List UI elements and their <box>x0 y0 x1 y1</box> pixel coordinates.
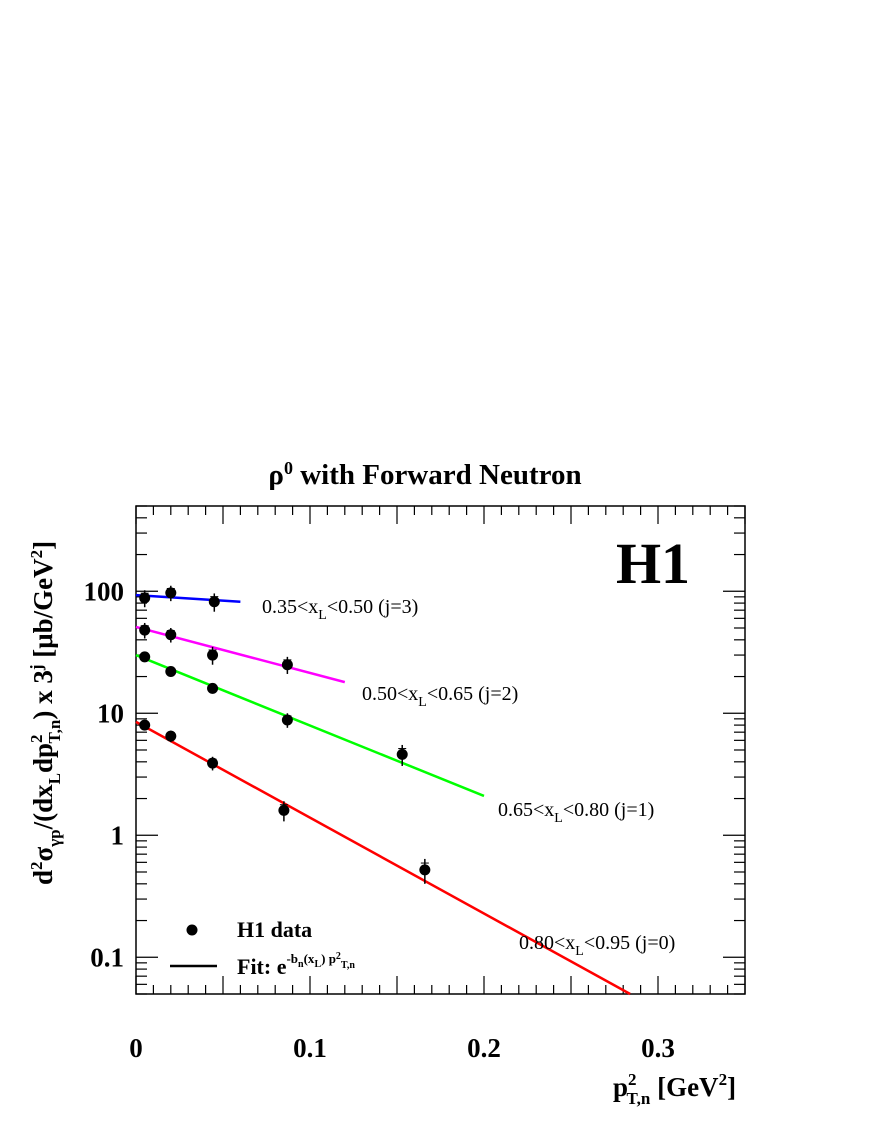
x-tick-labels: 0 0.1 0.2 0.3 <box>129 1033 675 1063</box>
data-point <box>139 651 151 663</box>
point-marker <box>165 730 177 742</box>
point-marker <box>139 624 151 636</box>
data-points <box>139 585 431 884</box>
legend-data-label: H1 data <box>237 917 312 942</box>
y-tick-label: 1 <box>111 820 125 850</box>
point-marker <box>165 587 177 599</box>
experiment-label: H1 <box>616 531 690 596</box>
series-label: 0.80<xL<0.95 (j=0) <box>519 932 675 959</box>
x-tick-label: 0 <box>129 1033 143 1063</box>
y-tick-label: 0.1 <box>90 942 124 972</box>
y-tick-labels: 0.1 1 10 100 <box>84 576 125 972</box>
data-point <box>207 682 219 694</box>
x-axis-label: p2 T,n [GeV2] <box>613 1070 736 1108</box>
data-point <box>419 858 431 884</box>
data-point <box>278 801 290 822</box>
point-marker <box>139 592 151 604</box>
fit-line <box>135 653 485 798</box>
point-marker <box>207 649 219 661</box>
data-point <box>396 744 408 766</box>
point-marker <box>278 804 290 816</box>
data-point <box>165 628 177 643</box>
point-marker <box>281 659 293 671</box>
x-tick-label: 0.3 <box>641 1033 675 1063</box>
chart-title: ρ0 with Forward Neutron <box>268 458 581 491</box>
point-marker <box>419 864 431 876</box>
data-point <box>281 656 293 674</box>
point-marker <box>165 629 177 641</box>
point-marker <box>139 719 151 731</box>
series-label: 0.65<xL<0.80 (j=1) <box>498 799 654 826</box>
series-label: 0.50<xL<0.65 (j=2) <box>362 683 518 710</box>
x-tick-label: 0.2 <box>467 1033 501 1063</box>
data-point <box>208 593 220 612</box>
point-marker <box>396 748 408 760</box>
data-point <box>139 622 151 639</box>
fit-line <box>135 720 631 996</box>
data-point <box>139 590 151 608</box>
point-marker <box>207 757 219 769</box>
series-labels: 0.80<xL<0.95 (j=0) 0.65<xL<0.80 (j=1) 0.50… <box>262 596 675 959</box>
point-marker <box>139 651 151 663</box>
legend-data-marker <box>186 924 198 936</box>
data-point <box>207 756 219 771</box>
point-marker <box>208 596 220 608</box>
point-marker <box>165 665 177 677</box>
legend: H1 data Fit: e-bn(xL) p2T,n <box>170 917 355 979</box>
data-point <box>281 713 293 728</box>
y-tick-label: 10 <box>97 698 124 728</box>
x-tick-label: 0.1 <box>293 1033 327 1063</box>
data-point <box>139 719 151 731</box>
point-marker <box>207 682 219 694</box>
data-point <box>165 730 177 743</box>
data-point <box>165 665 177 677</box>
fit-line <box>135 593 241 604</box>
data-point <box>165 585 177 602</box>
y-tick-label: 100 <box>84 576 125 606</box>
point-marker <box>281 714 293 726</box>
data-point <box>207 646 219 665</box>
legend-fit-label: Fit: e-bn(xL) p2T,n <box>237 951 355 979</box>
axis-ticks <box>135 505 746 995</box>
series-label: 0.35<xL<0.50 (j=3) <box>262 596 418 623</box>
y-axis-label: d2σγp/(dxLdp2T,n) x 3j [μb/GeV2] <box>27 541 64 885</box>
